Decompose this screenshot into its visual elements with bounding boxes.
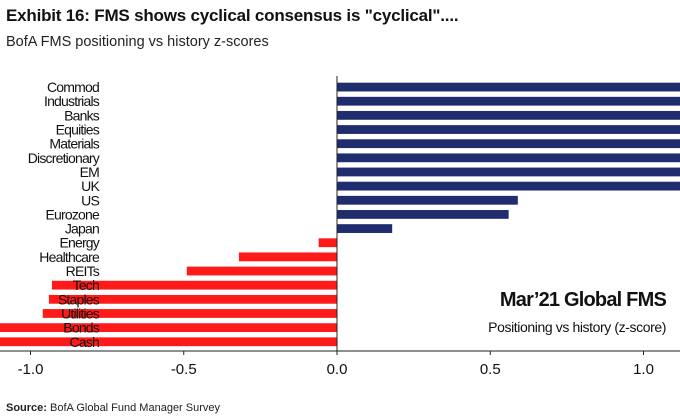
- bar-chart: CommodIndustrialsBanksEquitiesMaterialsD…: [0, 76, 680, 378]
- category-label: Banks: [64, 107, 100, 123]
- category-label: Healthcare: [39, 249, 100, 265]
- bar-tech: [51, 280, 338, 290]
- category-label: Bonds: [63, 320, 99, 336]
- bar-industrials: [337, 96, 680, 106]
- source-text: BofA Global Fund Manager Survey: [50, 402, 221, 414]
- annotation-title: Mar’21 Global FMS: [500, 289, 667, 311]
- source-label: Source:: [6, 402, 47, 414]
- bar-commod: [337, 82, 680, 92]
- category-label: EM: [80, 164, 100, 180]
- bar-uk: [337, 181, 680, 191]
- bars-group: [0, 82, 680, 347]
- bar-discretionary: [337, 153, 680, 163]
- category-label: REITs: [66, 263, 100, 279]
- bar-bonds: [0, 323, 338, 333]
- category-label: Discretionary: [28, 150, 100, 166]
- annotation-subtitle: Positioning vs history (z-score): [488, 319, 666, 335]
- category-label: Commod: [47, 79, 99, 95]
- x-tick-label: -1.0: [18, 361, 44, 378]
- category-label: Staples: [58, 291, 100, 307]
- x-tick-label: 0.0: [327, 361, 348, 378]
- category-label: Industrials: [44, 93, 100, 109]
- bar-eurozone: [337, 210, 509, 219]
- bar-cash: [0, 337, 337, 347]
- bar-materials: [337, 139, 680, 149]
- bar-utilities: [42, 309, 337, 318]
- x-tick-label: 1.0: [633, 361, 654, 378]
- bar-japan: [337, 224, 393, 233]
- bar-reits: [186, 266, 337, 276]
- bar-staples: [48, 294, 337, 304]
- bar-banks: [337, 110, 680, 120]
- bar-em: [337, 167, 680, 177]
- source-note: Source: BofA Global Fund Manager Survey: [6, 402, 220, 414]
- category-label: US: [81, 192, 99, 208]
- x-tick-label: -0.5: [171, 361, 197, 378]
- category-label: Energy: [59, 235, 99, 251]
- bar-equities: [337, 125, 680, 134]
- category-label: UK: [81, 178, 100, 194]
- category-label: Equities: [56, 122, 100, 138]
- category-label: Utilities: [61, 305, 100, 321]
- category-label: Cash: [70, 334, 99, 350]
- bar-energy: [318, 238, 337, 248]
- category-labels-group: CommodIndustrialsBanksEquitiesMaterialsD…: [28, 79, 102, 350]
- category-label: Materials: [49, 136, 99, 152]
- exhibit-title: Exhibit 16: FMS shows cyclical consensus…: [6, 6, 459, 25]
- bar-healthcare: [238, 252, 337, 262]
- bar-us: [337, 195, 518, 205]
- category-label: Tech: [73, 277, 99, 293]
- exhibit-subtitle: BofA FMS positioning vs history z-scores: [6, 34, 269, 50]
- x-ticks-group: -1.5-1.0-0.50.00.51.01.52.0: [18, 351, 654, 378]
- category-label: Eurozone: [45, 206, 100, 222]
- category-label: Japan: [65, 221, 99, 237]
- x-tick-label: 0.5: [480, 361, 501, 378]
